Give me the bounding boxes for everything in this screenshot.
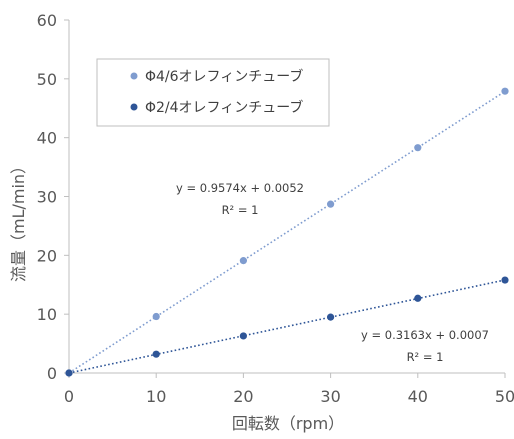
equation-label-series-1: y = 0.9574x + 0.0052	[176, 181, 304, 195]
y-axis-title: 流量（mL/min）	[9, 158, 28, 282]
x-tick-label: 0	[64, 387, 74, 406]
y-tick-label: 20	[37, 246, 57, 265]
trendline-annotation-series-1: y = 0.9574x + 0.0052 R² = 1	[176, 181, 304, 217]
data-point-series-1	[327, 200, 335, 208]
trendline-annotation-series-2: y = 0.3163x + 0.0007 R² = 1	[361, 328, 489, 364]
data-point-series-2	[152, 350, 160, 358]
x-tick-label: 20	[233, 387, 253, 406]
y-tick-label: 10	[37, 305, 57, 324]
r2-label-series-1: R² = 1	[222, 203, 259, 217]
legend-marker-series-2	[130, 103, 138, 111]
legend-marker-series-1	[130, 72, 138, 80]
x-tick-label: 40	[408, 387, 428, 406]
plot-area: 0 10 20 30 40 50 60 0 10 20 30 40 50	[37, 11, 514, 406]
legend: Φ4/6オレフィンチューブ Φ2/4オレフィンチューブ	[96, 58, 330, 127]
data-point-series-2	[501, 276, 509, 284]
data-point-series-1	[152, 312, 160, 321]
data-point-series-2	[414, 294, 422, 302]
x-axis-title: 回転数（rpm）	[232, 414, 344, 433]
data-point-series-1	[501, 87, 509, 95]
data-point-series-1	[239, 257, 247, 265]
y-tick-label: 40	[37, 129, 57, 148]
legend-box	[96, 58, 330, 127]
data-point-series-2	[239, 332, 247, 340]
y-tick-label: 50	[37, 70, 57, 89]
equation-label-series-2: y = 0.3163x + 0.0007	[361, 328, 489, 342]
r2-label-series-2: R² = 1	[407, 350, 444, 364]
y-tick-label: 0	[47, 364, 57, 383]
x-tick-label: 10	[146, 387, 166, 406]
x-tick-label: 30	[320, 387, 340, 406]
y-tick-label: 30	[37, 188, 57, 207]
legend-label-series-1: Φ4/6オレフィンチューブ	[145, 68, 303, 85]
data-point-series-2	[327, 313, 335, 321]
data-point-series-1	[414, 144, 422, 152]
data-point-series-2	[65, 369, 73, 377]
trendline-series-1	[68, 90, 506, 374]
x-tick-label: 50	[495, 387, 514, 406]
y-tick-label: 60	[37, 11, 57, 30]
legend-label-series-2: Φ2/4オレフィンチューブ	[145, 99, 303, 116]
